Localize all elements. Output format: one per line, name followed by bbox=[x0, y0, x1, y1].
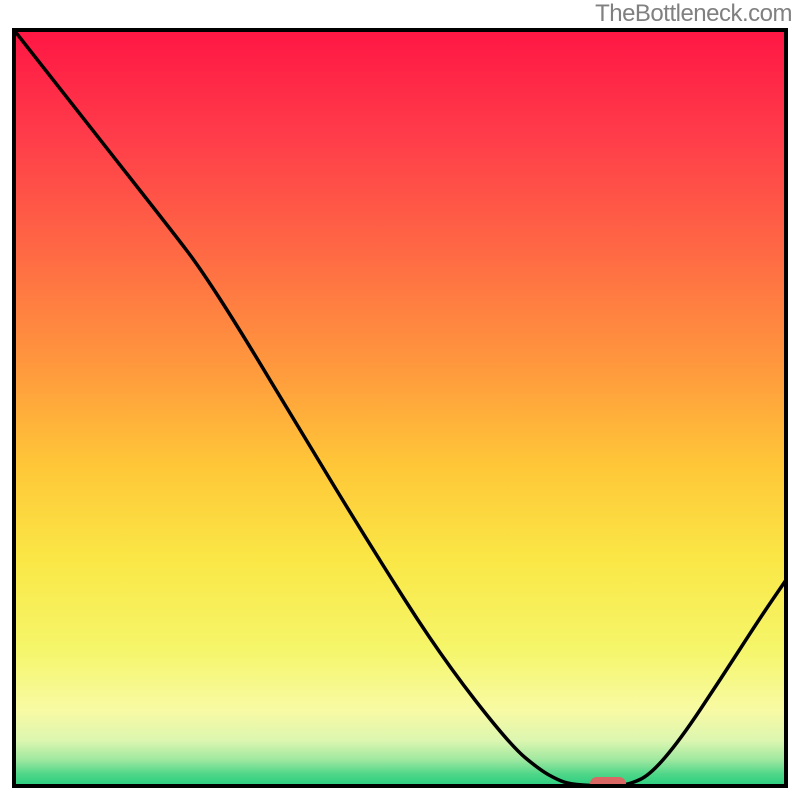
watermark-text: TheBottleneck.com bbox=[595, 0, 792, 28]
bottleneck-chart bbox=[0, 0, 800, 800]
gradient-background bbox=[14, 30, 786, 786]
chart-container: TheBottleneck.com bbox=[0, 0, 800, 800]
